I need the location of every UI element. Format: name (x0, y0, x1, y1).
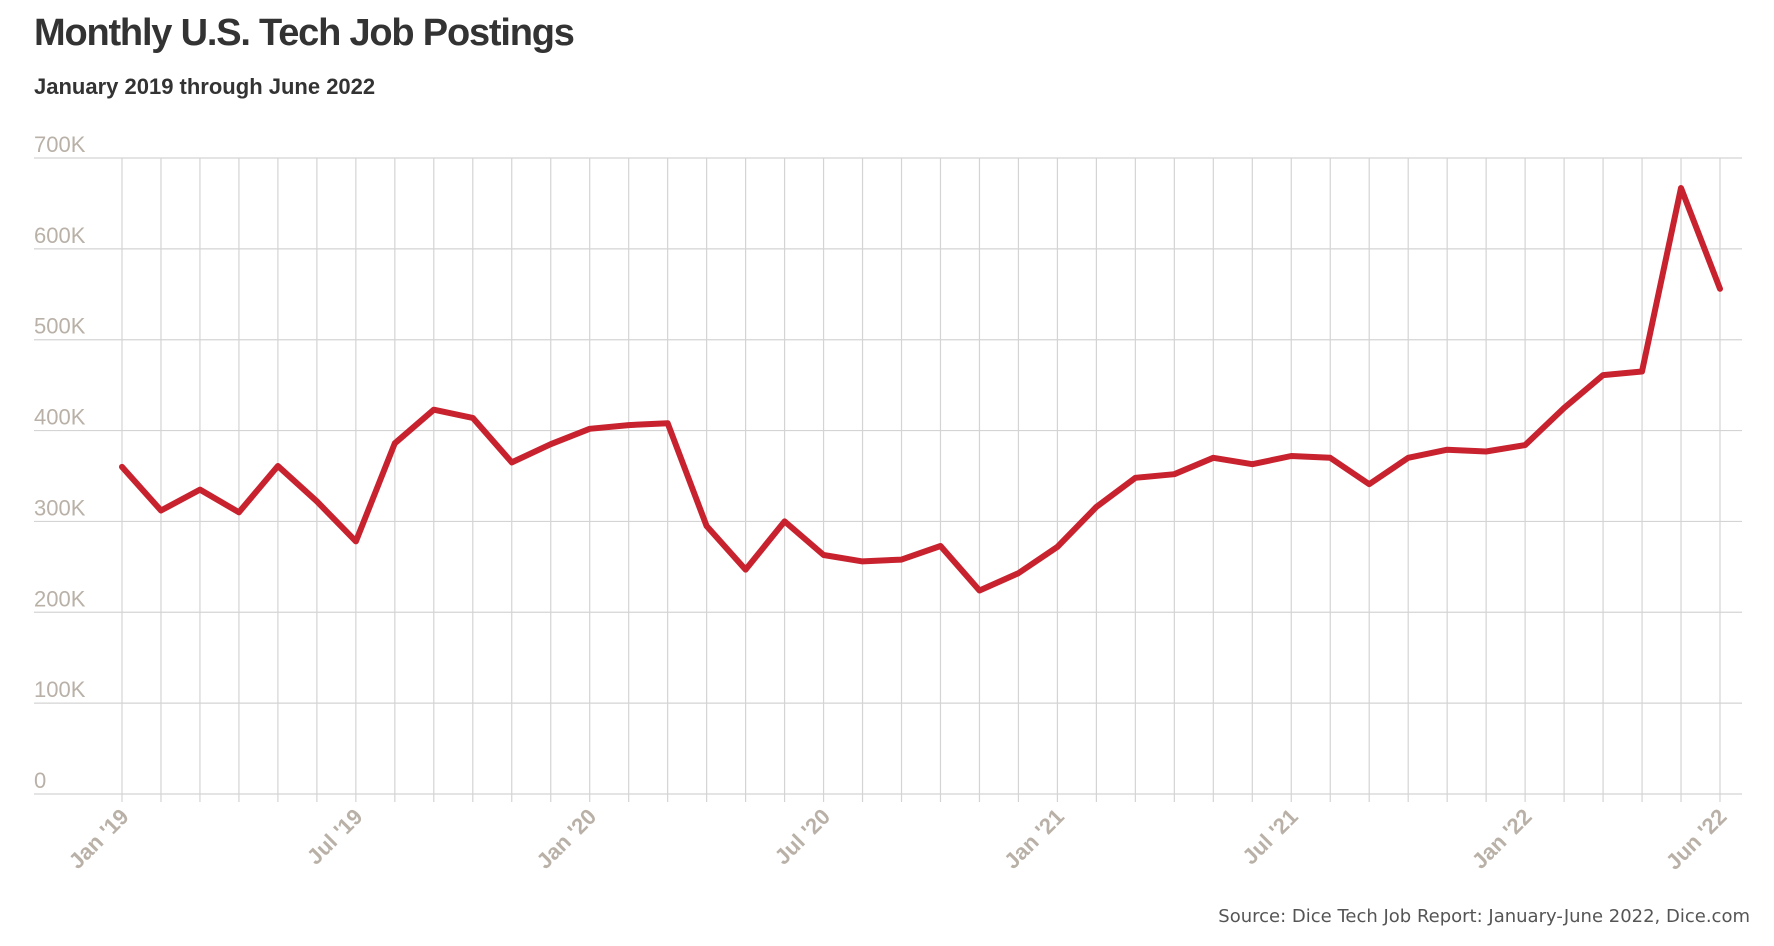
x-tick-label: Jan '19 (64, 804, 134, 874)
x-tick-label: Jan '20 (531, 804, 601, 874)
y-tick-label: 0 (34, 768, 46, 793)
y-axis-ticks: 0 100K 200K 300K 400K 500K 600K 700K (34, 132, 86, 793)
series-layer (119, 185, 1723, 594)
y-tick-label: 700K (34, 132, 86, 157)
x-tick-label: Jan '21 (999, 804, 1069, 874)
y-tick-label: 200K (34, 586, 86, 611)
x-tick-label: Jun '22 (1661, 804, 1732, 875)
chart-title: Monthly U.S. Tech Job Postings (34, 12, 575, 54)
x-axis-ticks: Jan '19 Jul '19 Jan '20 Jul '20 Jan '21 Jul '… (64, 804, 1732, 875)
x-tick-label: Jul '19 (302, 804, 367, 869)
x-tick-label: Jan '22 (1467, 804, 1537, 874)
y-tick-label: 600K (34, 223, 86, 248)
y-tick-label: 500K (34, 314, 86, 339)
source-note: Source: Dice Tech Job Report: January-Ju… (1218, 906, 1750, 927)
y-tick-label: 100K (34, 677, 86, 702)
grid-lines (34, 157, 1742, 802)
series-line (119, 185, 1723, 594)
y-tick-label: 300K (34, 495, 86, 520)
chart-subtitle: January 2019 through June 2022 (34, 74, 376, 99)
x-tick-label: Jul '20 (770, 804, 835, 869)
x-tick-label: Jul '21 (1237, 804, 1302, 869)
y-tick-label: 400K (34, 405, 86, 430)
